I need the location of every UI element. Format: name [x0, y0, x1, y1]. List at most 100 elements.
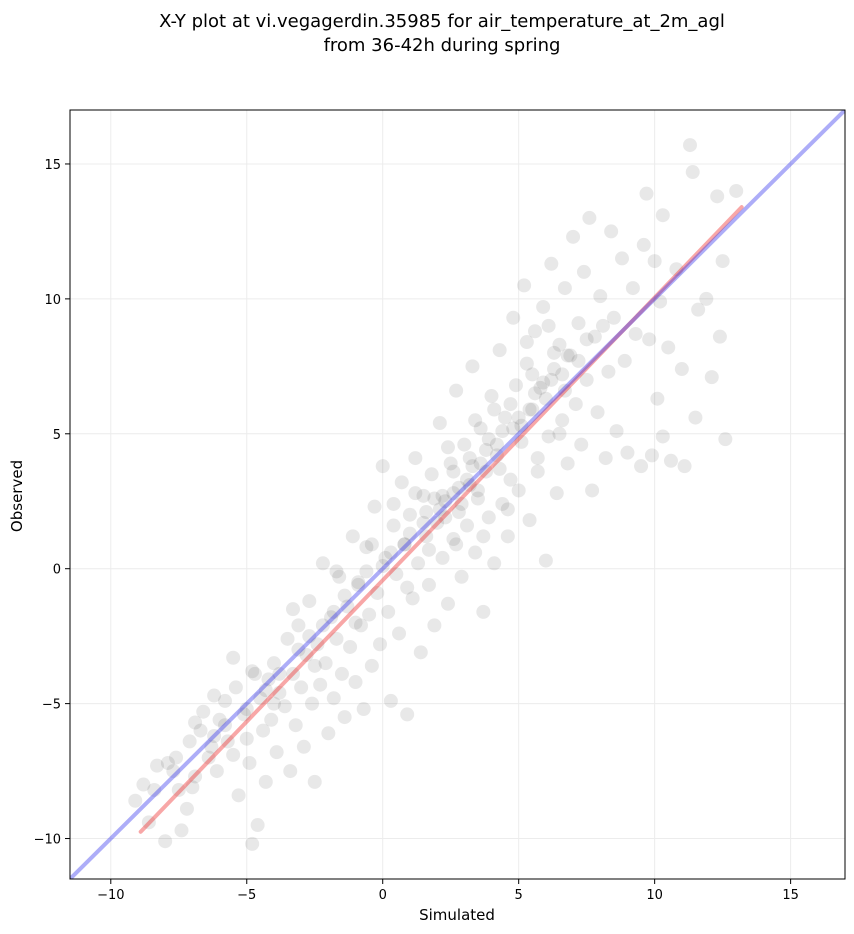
- data-point: [174, 823, 189, 838]
- data-point: [536, 299, 551, 314]
- data-point: [604, 224, 619, 239]
- data-point: [427, 491, 442, 506]
- data-point: [207, 688, 222, 703]
- data-point: [256, 723, 271, 738]
- data-point: [489, 437, 504, 452]
- data-point: [193, 723, 208, 738]
- data-point: [451, 480, 466, 495]
- data-point: [158, 834, 173, 849]
- data-point: [266, 656, 281, 671]
- data-point: [364, 658, 379, 673]
- data-point: [367, 499, 382, 514]
- reference-lines: [70, 110, 845, 879]
- data-point: [272, 666, 287, 681]
- data-point: [321, 726, 336, 741]
- data-point: [305, 696, 320, 711]
- data-point: [147, 782, 162, 797]
- data-point: [315, 556, 330, 571]
- data-point: [620, 445, 635, 460]
- data-point: [547, 362, 562, 377]
- data-point: [435, 550, 450, 565]
- data-point: [522, 402, 537, 417]
- data-point: [375, 459, 390, 474]
- chart-title: X-Y plot at vi.vegagerdin.35985 for air_…: [0, 10, 854, 58]
- data-point: [421, 542, 436, 557]
- data-point: [277, 699, 292, 714]
- data-point: [549, 486, 564, 501]
- data-point: [394, 475, 409, 490]
- data-point: [351, 577, 366, 592]
- data-point: [473, 421, 488, 436]
- data-point: [345, 529, 360, 544]
- data-point: [245, 836, 260, 851]
- data-point: [683, 138, 697, 153]
- data-point: [239, 702, 254, 717]
- data-point: [421, 577, 436, 592]
- data-point: [595, 318, 610, 333]
- data-point: [593, 289, 608, 304]
- data-point: [332, 569, 347, 584]
- data-point: [207, 728, 222, 743]
- data-point: [557, 281, 572, 296]
- data-point: [283, 764, 298, 779]
- data-point: [644, 448, 659, 463]
- data-point: [639, 186, 654, 201]
- data-point: [517, 278, 532, 293]
- chart-title-line-1: X-Y plot at vi.vegagerdin.35985 for air_…: [159, 11, 725, 32]
- data-point: [677, 459, 692, 474]
- data-point: [544, 372, 559, 387]
- data-point: [264, 712, 279, 727]
- data-point: [364, 537, 379, 552]
- data-point: [571, 316, 586, 331]
- data-point: [519, 356, 534, 371]
- data-point: [688, 410, 703, 425]
- data-point: [307, 774, 322, 789]
- data-point: [413, 645, 428, 660]
- data-point: [430, 515, 445, 530]
- data-point: [715, 254, 730, 269]
- data-point: [136, 777, 151, 792]
- data-point: [411, 556, 426, 571]
- data-point: [220, 734, 235, 749]
- data-point: [508, 378, 523, 393]
- data-point: [326, 691, 341, 706]
- data-point: [568, 397, 583, 412]
- data-point: [590, 405, 605, 420]
- data-point: [492, 343, 507, 358]
- data-point: [462, 478, 477, 493]
- data-point: [704, 370, 719, 385]
- data-point: [435, 488, 450, 503]
- data-point: [258, 774, 273, 789]
- identity-line: [70, 110, 845, 879]
- data-point: [373, 637, 387, 652]
- y-tick-label: 15: [44, 158, 61, 173]
- data-point: [288, 718, 303, 733]
- data-point: [446, 486, 461, 501]
- data-point: [310, 637, 325, 652]
- data-point: [334, 666, 349, 681]
- data-point: [324, 610, 339, 625]
- data-point: [400, 580, 415, 595]
- data-point: [460, 518, 475, 533]
- data-point: [528, 386, 542, 401]
- y-tick-label: −10: [34, 833, 61, 848]
- data-point: [299, 648, 314, 663]
- data-point: [291, 618, 306, 633]
- data-point: [479, 442, 494, 457]
- data-point: [615, 251, 630, 266]
- data-point: [625, 281, 640, 296]
- data-point: [552, 337, 567, 352]
- y-axis-label: Observed: [8, 460, 26, 532]
- data-point: [557, 383, 572, 398]
- plot-frame: [69, 109, 846, 880]
- chart-title-line-2: from 36-42h during spring: [323, 35, 561, 56]
- data-point: [555, 413, 570, 428]
- data-point: [408, 486, 423, 501]
- y-tick-label: 5: [53, 428, 61, 443]
- data-point: [465, 359, 480, 374]
- data-point: [636, 237, 651, 252]
- data-point: [329, 564, 344, 579]
- data-point: [416, 515, 431, 530]
- data-point: [691, 302, 706, 317]
